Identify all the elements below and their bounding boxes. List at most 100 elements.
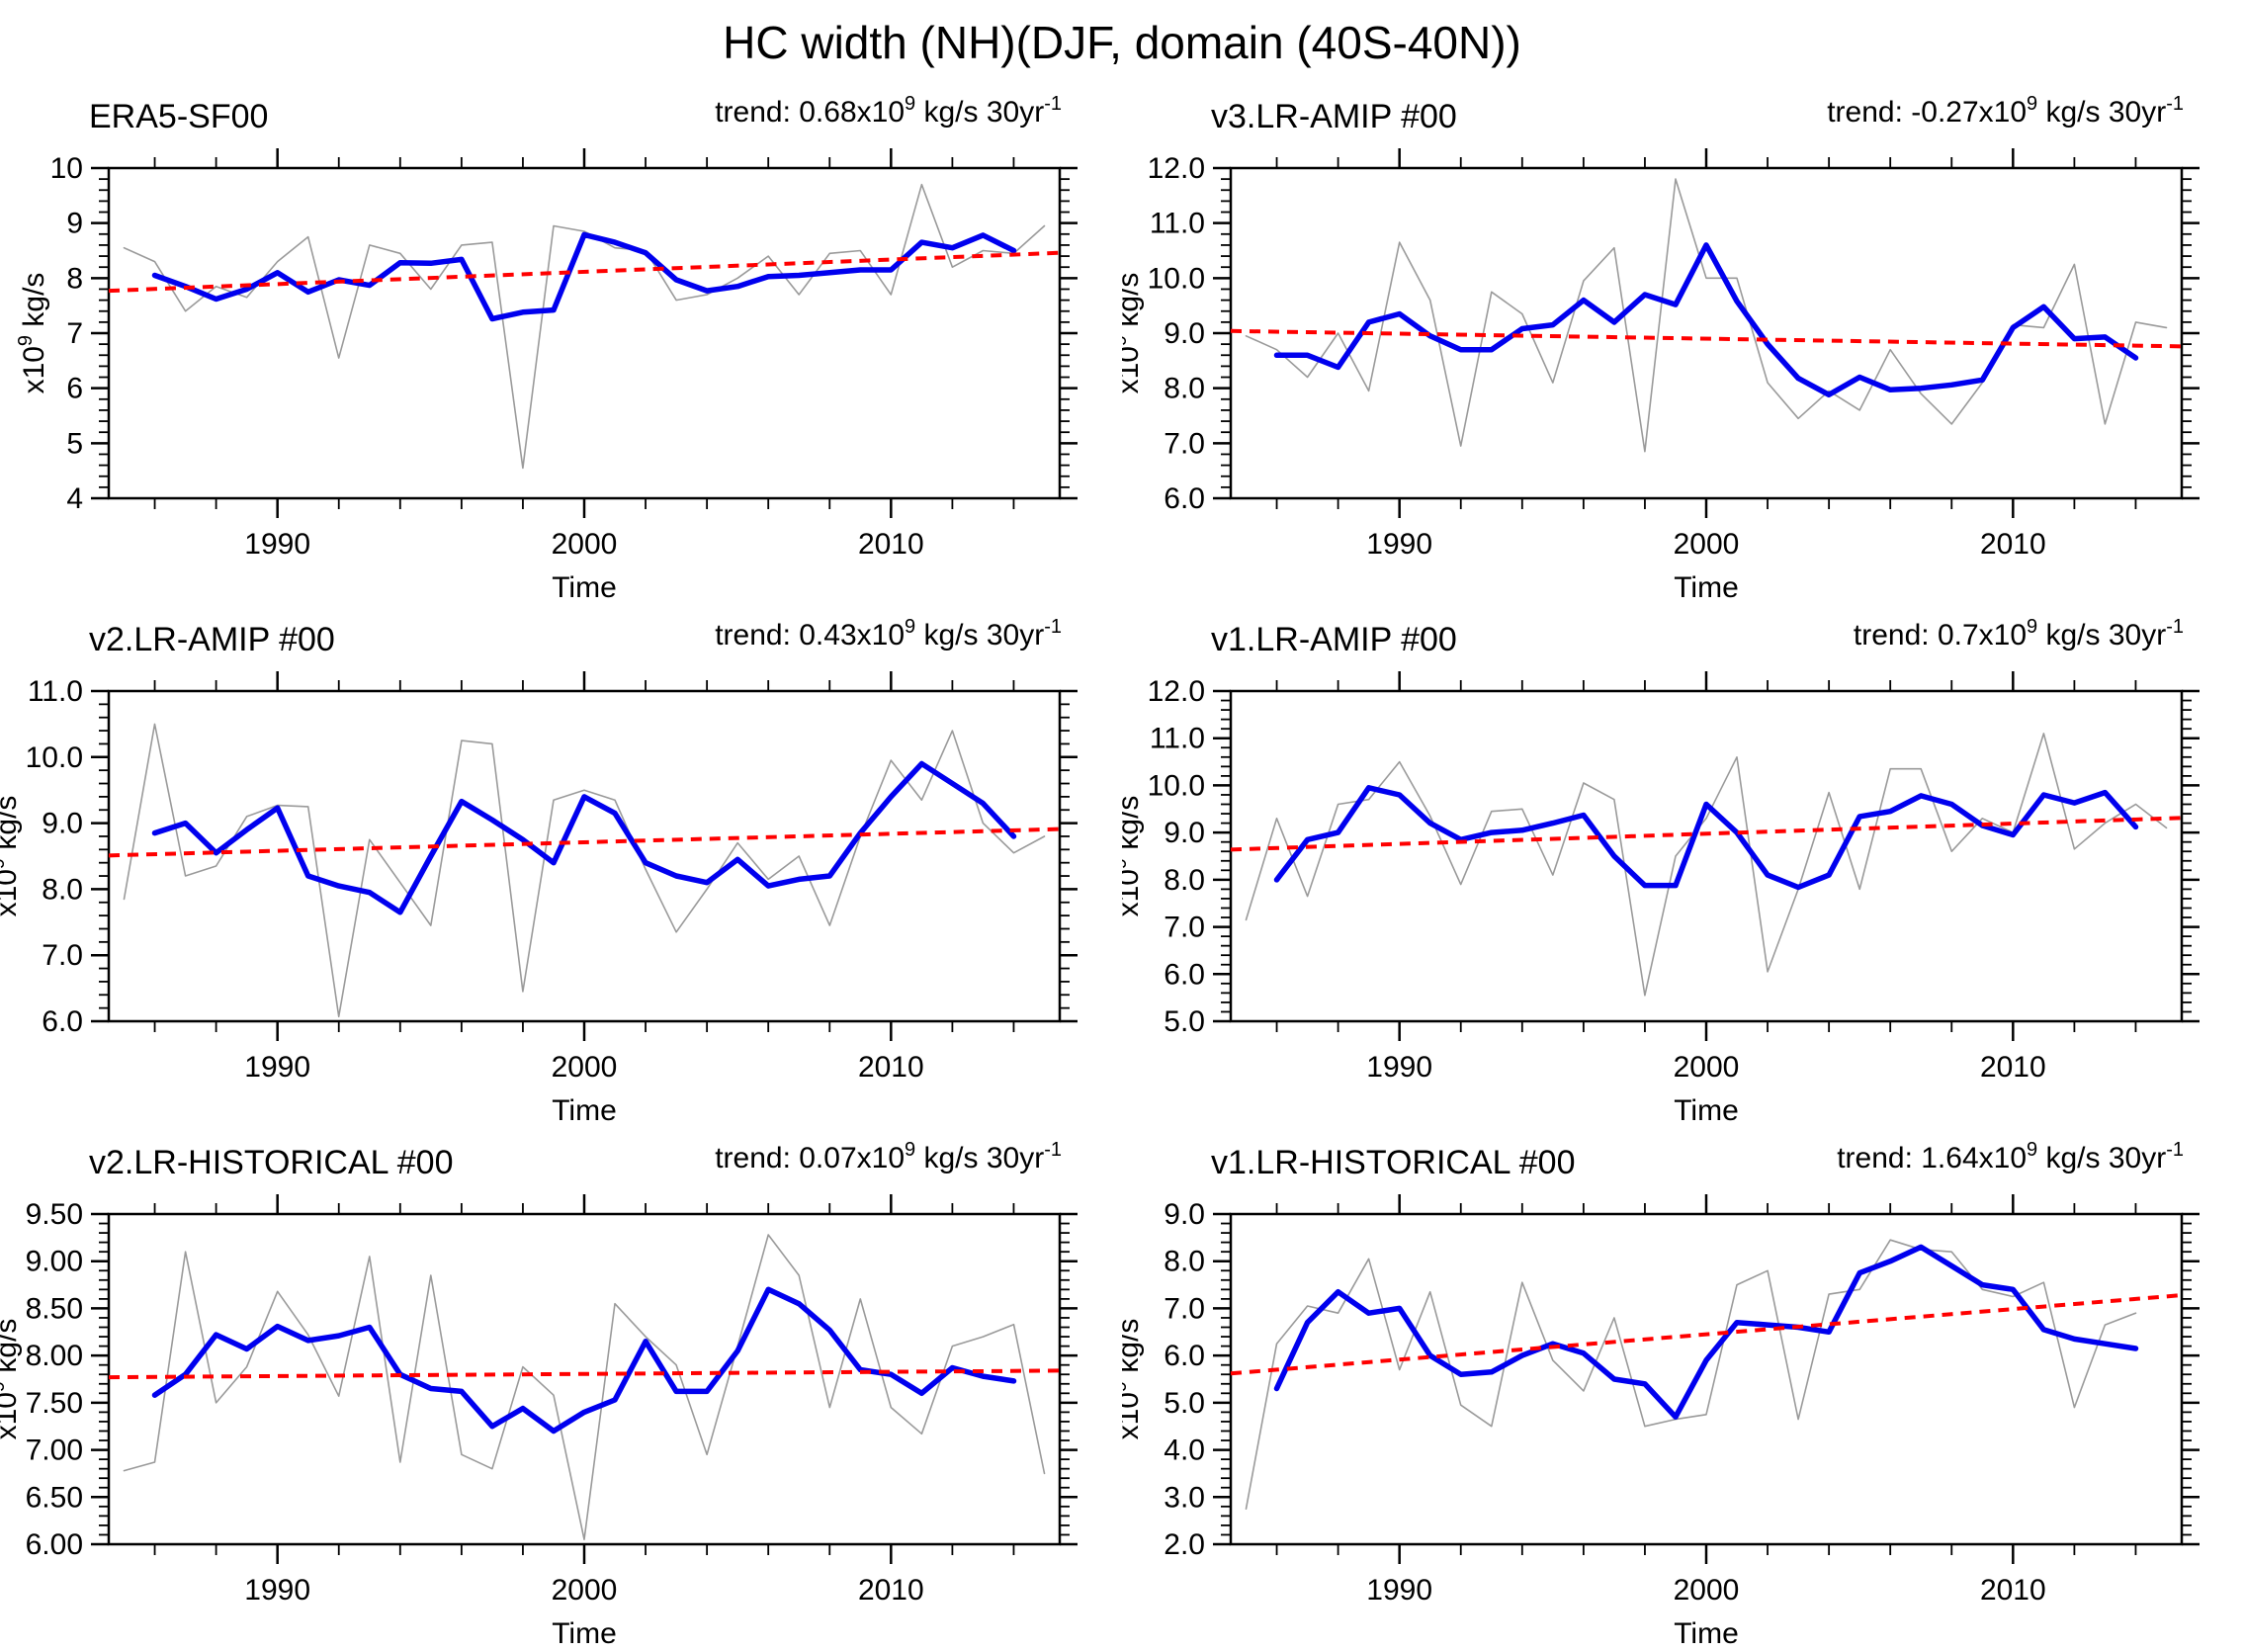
y-tick-label: 11.0 <box>1150 208 1205 240</box>
panel-v1-lr-historical-00: v1.LR-HISTORICAL #00 trend: 1.64x109 kg/s… <box>1109 1130 2244 1652</box>
y-tick-label: 6.0 <box>1164 482 1205 515</box>
y-tick-label: 9.0 <box>1164 817 1205 849</box>
y-axis-label: x109 kg/s <box>15 273 50 394</box>
trend-label: trend: 1.64x109 kg/s 30yr-1 <box>1837 1139 2184 1174</box>
chart-v2-lr-amip-00: v2.LR-AMIP #00 trend: 0.43x109 kg/s 30yr-… <box>0 616 1078 1127</box>
y-tick-label: 6.0 <box>1164 1340 1205 1372</box>
panel-title: ERA5-SF00 <box>89 98 268 135</box>
panel-title: v1.LR-HISTORICAL #00 <box>1211 1144 1575 1181</box>
y-tick-label: 7.50 <box>26 1387 83 1420</box>
axis-ticks <box>91 148 1078 518</box>
y-tick-label: 5.0 <box>1164 1005 1205 1038</box>
y-tick-label: 9 <box>66 208 83 240</box>
x-tick-label: 2000 <box>552 1574 618 1607</box>
trend-label: trend: 0.7x109 kg/s 30yr-1 <box>1854 616 2184 652</box>
axis-tick-labels: 5.0 6.0 7.0 8.0 9.0 10.0 11.0 12.0 1990 2000 2010 <box>1148 675 2046 1084</box>
trend-line <box>1230 816 2183 852</box>
y-tick-label: 7.0 <box>1164 1292 1205 1325</box>
y-tick-label: 9.50 <box>26 1198 83 1231</box>
trend-label: trend: 0.43x109 kg/s 30yr-1 <box>715 616 1062 652</box>
y-tick-label: 8 <box>66 262 83 295</box>
smoothed-series-line <box>1273 242 2139 398</box>
y-tick-label: 9.00 <box>26 1246 83 1278</box>
axis-ticks <box>91 1194 1078 1564</box>
smoothed-series-line <box>151 231 1017 322</box>
panel-title: v2.LR-AMIP #00 <box>89 621 335 658</box>
y-tick-label: 8.0 <box>1164 864 1205 897</box>
raw-series-line <box>123 183 1046 470</box>
y-tick-label: 8.00 <box>26 1340 83 1372</box>
x-axis-label: Time <box>1674 1094 1739 1127</box>
x-tick-label: 1990 <box>1366 1574 1432 1607</box>
axis-ticks <box>1213 1194 2200 1564</box>
chart-v2-lr-historical-00: v2.LR-HISTORICAL #00 trend: 0.07x109 kg/s… <box>0 1139 1078 1650</box>
axis-ticks <box>1213 671 2200 1041</box>
x-tick-label: 1990 <box>244 1574 310 1607</box>
trend-line <box>1230 328 2183 349</box>
y-tick-label: 7.0 <box>1164 427 1205 460</box>
y-tick-label: 4 <box>66 482 83 515</box>
trend-line <box>1230 1293 2183 1376</box>
axis-tick-labels: 6.0 7.0 8.0 9.0 10.0 11.0 12.0 1990 2000 2010 <box>1148 152 2046 561</box>
x-tick-label: 2010 <box>1980 528 2046 561</box>
panel-v2-lr-amip-00: v2.LR-AMIP #00 trend: 0.43x109 kg/s 30yr-… <box>0 607 1122 1130</box>
raw-series-line <box>1245 733 2168 997</box>
y-tick-label: 8.0 <box>1164 373 1205 405</box>
x-tick-label: 2000 <box>552 1051 618 1084</box>
y-tick-label: 7.0 <box>42 939 83 972</box>
chart-v3-lr-amip-00: v3.LR-AMIP #00 trend: -0.27x109 kg/s 30yr… <box>1109 93 2200 604</box>
x-tick-label: 1990 <box>1366 528 1432 561</box>
y-tick-label: 7 <box>66 317 83 350</box>
trend-label: trend: 0.07x109 kg/s 30yr-1 <box>715 1139 1062 1174</box>
y-tick-label: 8.50 <box>26 1292 83 1325</box>
plot-box <box>1229 166 2184 500</box>
panel-title: v1.LR-AMIP #00 <box>1211 621 1457 658</box>
y-tick-label: 6 <box>66 373 83 405</box>
smoothed-series-line <box>151 760 1017 915</box>
plot-box <box>1229 689 2184 1023</box>
y-tick-label: 12.0 <box>1148 675 1205 708</box>
plot-box <box>107 1212 1062 1546</box>
y-tick-label: 8.0 <box>42 873 83 906</box>
x-tick-label: 2010 <box>1980 1574 2046 1607</box>
x-tick-label: 1990 <box>244 1051 310 1084</box>
chart-v1-lr-amip-00: v1.LR-AMIP #00 trend: 0.7x109 kg/s 30yr-1… <box>1109 616 2200 1127</box>
x-axis-label: Time <box>552 1094 617 1127</box>
panel-title: v2.LR-HISTORICAL #00 <box>89 1144 453 1181</box>
y-tick-label: 7.00 <box>26 1435 83 1467</box>
y-axis-label: x109 kg/s <box>1122 273 1145 394</box>
y-tick-label: 6.00 <box>26 1528 83 1561</box>
y-tick-label: 9.0 <box>1164 1198 1205 1231</box>
x-axis-label: Time <box>552 1617 617 1650</box>
x-tick-label: 2000 <box>552 528 618 561</box>
trend-line <box>108 1368 1061 1380</box>
y-tick-label: 10.0 <box>1148 769 1205 802</box>
panel-title: v3.LR-AMIP #00 <box>1211 98 1457 135</box>
panel-grid: ERA5-SF00 trend: 0.68x109 kg/s 30yr-1 4 5 6 7… <box>0 84 2244 1652</box>
x-tick-label: 2010 <box>858 1574 924 1607</box>
y-tick-label: 9.0 <box>1164 317 1205 350</box>
x-tick-label: 2000 <box>1674 528 1740 561</box>
plot-box <box>1229 1212 2184 1546</box>
y-tick-label: 11.0 <box>28 675 83 708</box>
smoothed-series-line <box>1273 785 2139 891</box>
x-tick-label: 2010 <box>1980 1051 2046 1084</box>
raw-series-line <box>123 723 1046 1018</box>
raw-series-line <box>1245 1239 2137 1511</box>
y-tick-label: 11.0 <box>1150 723 1205 755</box>
y-tick-label: 2.0 <box>1164 1528 1205 1561</box>
trend-line <box>108 250 1061 294</box>
x-tick-label: 2010 <box>858 528 924 561</box>
panel-v3-lr-amip-00: v3.LR-AMIP #00 trend: -0.27x109 kg/s 30yr… <box>1109 84 2244 607</box>
y-tick-label: 5 <box>66 427 83 460</box>
smoothed-series-line <box>151 1286 1017 1435</box>
axis-ticks <box>1213 148 2200 518</box>
y-tick-label: 3.0 <box>1164 1481 1205 1514</box>
y-tick-label: 8.0 <box>1164 1246 1205 1278</box>
y-tick-label: 7.0 <box>1164 912 1205 944</box>
raw-series-line <box>123 1234 1046 1541</box>
panel-v2-lr-historical-00: v2.LR-HISTORICAL #00 trend: 0.07x109 kg/s… <box>0 1130 1122 1652</box>
panel-v1-lr-amip-00: v1.LR-AMIP #00 trend: 0.7x109 kg/s 30yr-1… <box>1109 607 2244 1130</box>
chart-era5-sf00: ERA5-SF00 trend: 0.68x109 kg/s 30yr-1 4 5 6 7… <box>15 93 1078 604</box>
axis-tick-labels: 2.0 3.0 4.0 5.0 6.0 7.0 8.0 9.0 1990 2000 2010 <box>1164 1198 2045 1607</box>
